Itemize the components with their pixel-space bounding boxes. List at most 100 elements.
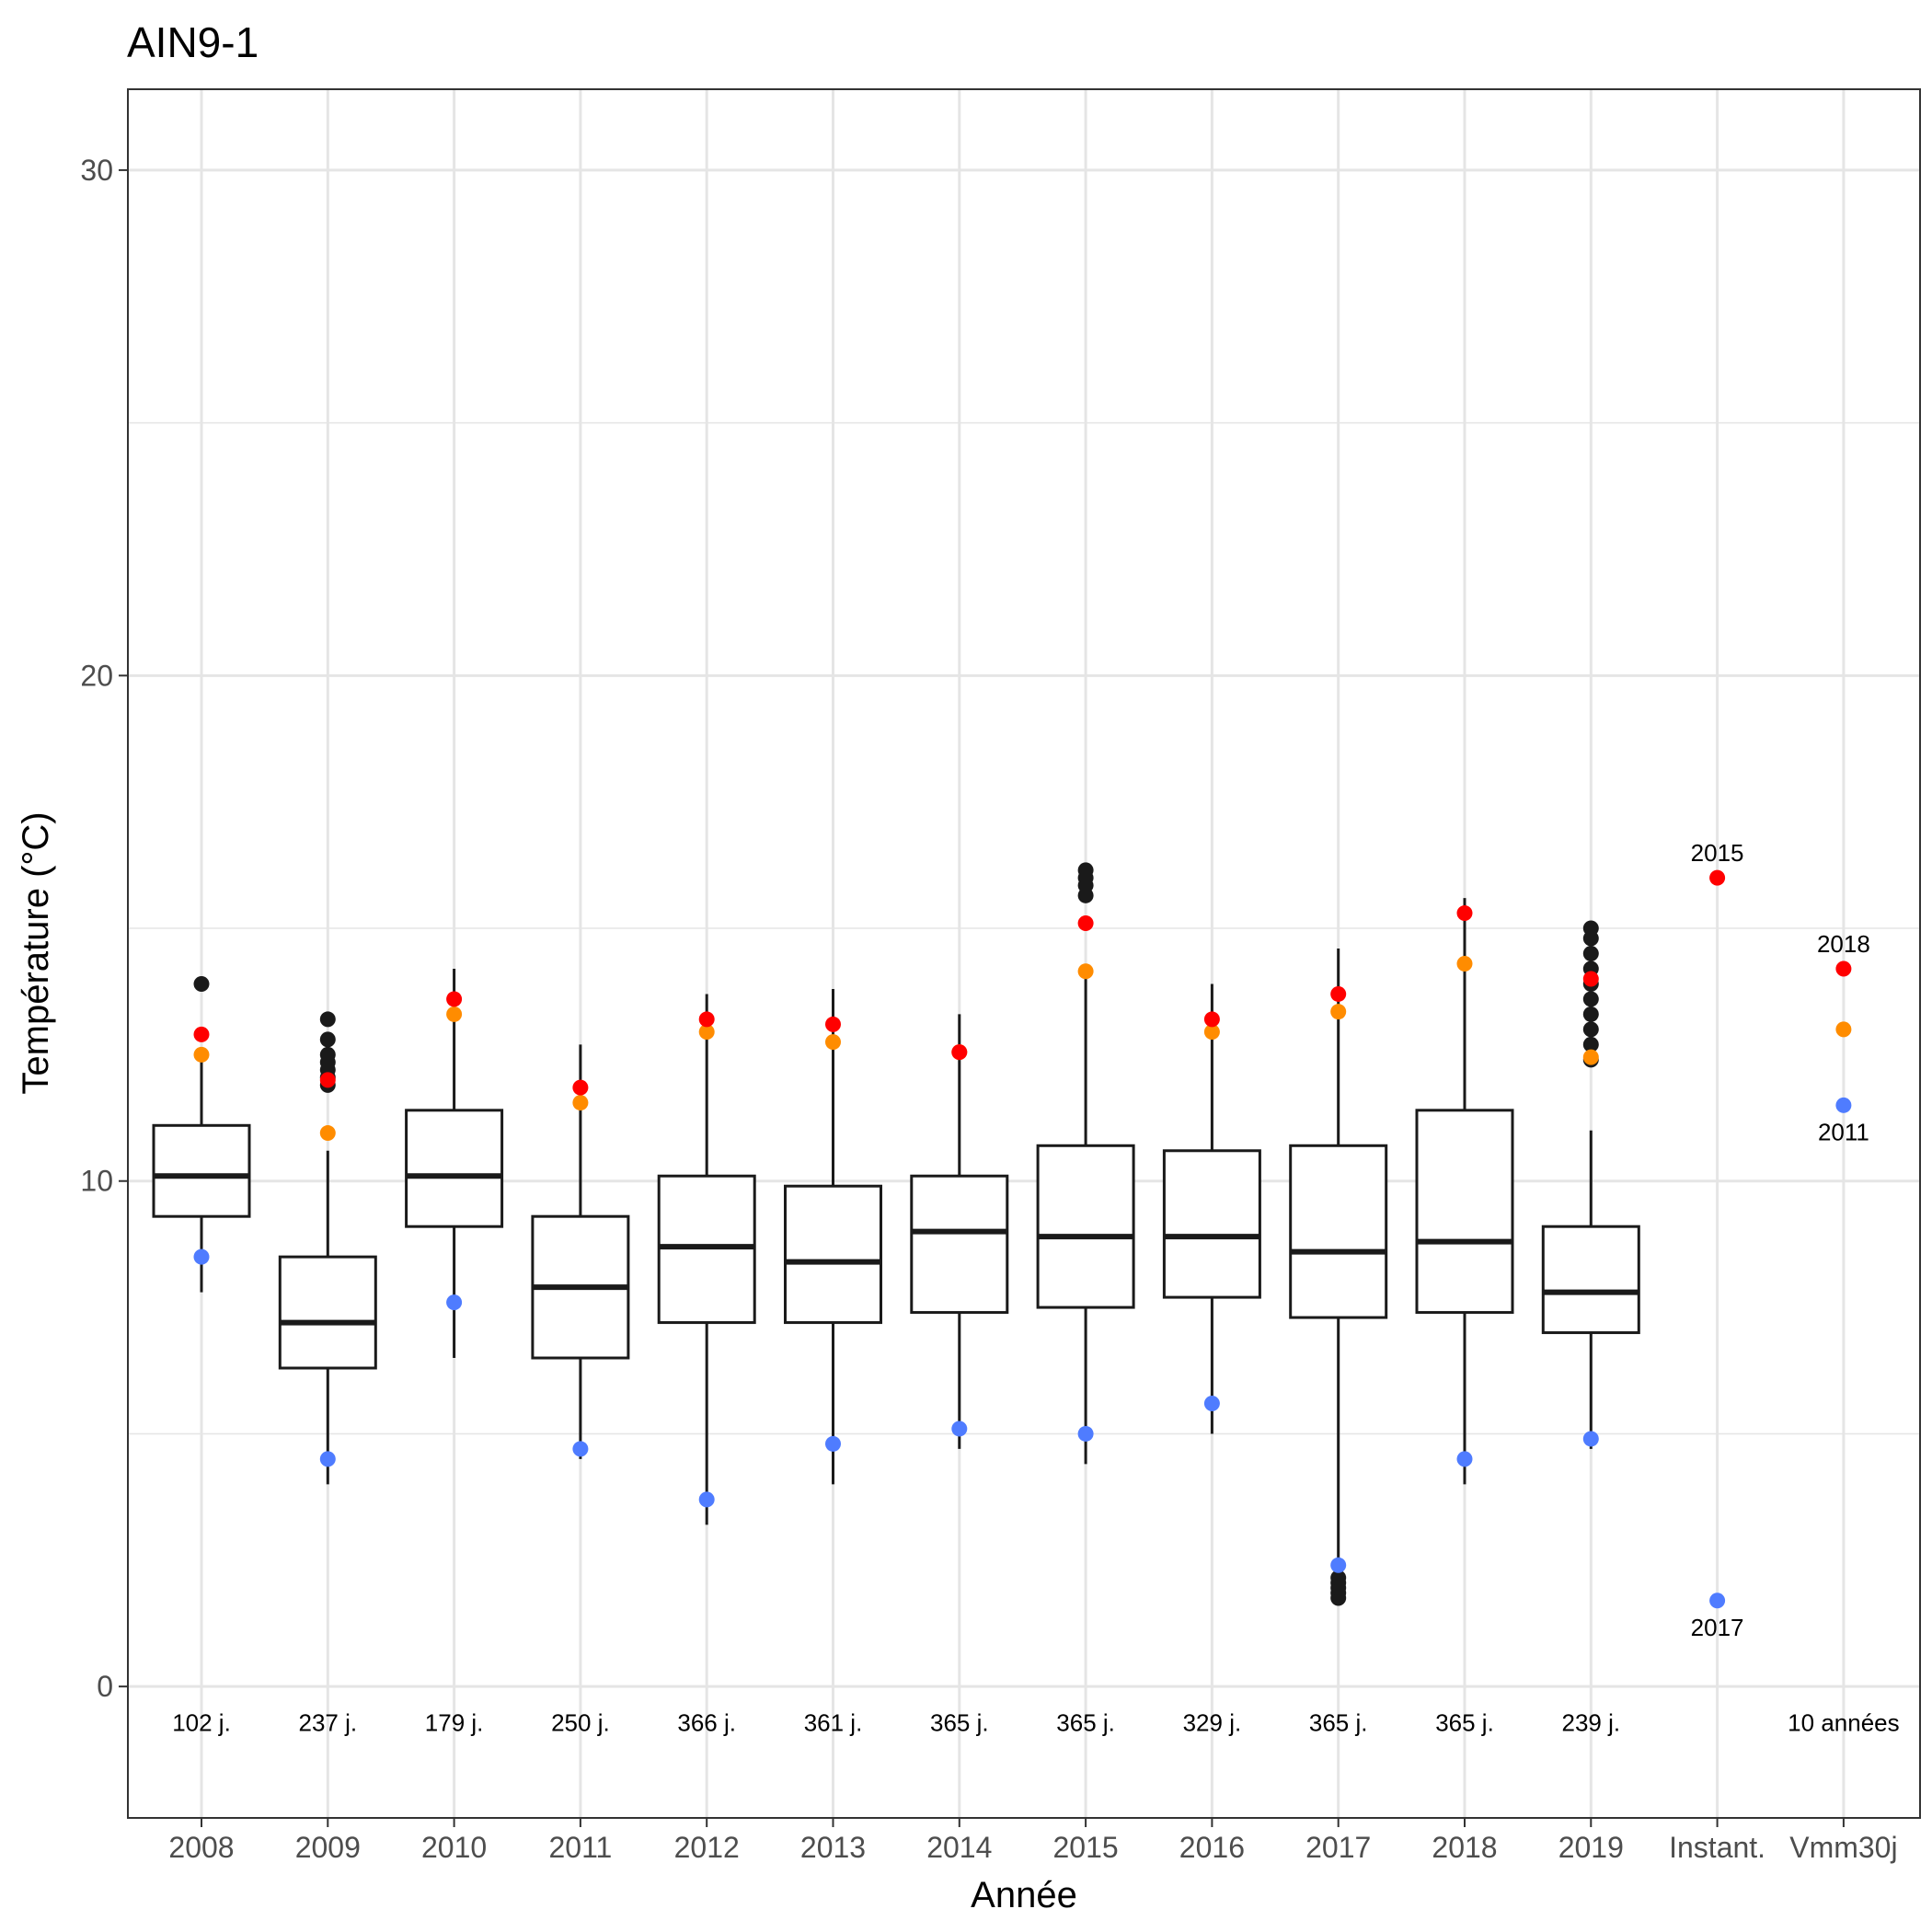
x-tick-label: 2019 (1558, 1831, 1624, 1864)
x-tick-label: 2012 (674, 1831, 740, 1864)
summary-min-point (1835, 1097, 1852, 1113)
outlier-point (319, 1046, 336, 1063)
x-tick-label: 2015 (1053, 1831, 1119, 1864)
mean-max-point (1330, 1004, 1347, 1020)
x-tick-label: 2013 (800, 1831, 866, 1864)
max-point (825, 1016, 841, 1032)
x-tick-label: 2016 (1179, 1831, 1245, 1864)
min-point (951, 1420, 968, 1437)
max-point (1077, 915, 1094, 932)
outlier-point (1582, 1021, 1599, 1038)
outlier-point (1582, 946, 1599, 961)
box-iqr (1541, 1225, 1640, 1335)
summary-min-year-label: 2017 (1691, 1614, 1744, 1641)
plot-panel-border (127, 88, 1921, 1819)
min-point (319, 1451, 336, 1467)
max-point (193, 1026, 210, 1042)
day-count-label: 329 j. (1183, 1709, 1242, 1737)
labels: 102 j. 237 j. 179 j. 250 j. 366 j. 361 j. 365 … (172, 839, 1899, 1737)
min-point (572, 1441, 589, 1457)
max-point (1203, 1011, 1220, 1028)
summary-min-point (1709, 1593, 1726, 1609)
x-tick-label: 2018 (1432, 1831, 1497, 1864)
mean-max-point (193, 1046, 210, 1063)
day-count-label: 179 j. (425, 1709, 484, 1737)
box-iqr (784, 1184, 882, 1325)
min-point (1456, 1451, 1473, 1467)
max-point (319, 1072, 336, 1088)
x-tick-label: Vmm30j (1789, 1831, 1897, 1864)
summary-max-point (1709, 869, 1726, 886)
outlier-point (1582, 1006, 1599, 1022)
mean-max-point (1203, 1024, 1220, 1041)
x-tick-label: 2014 (926, 1831, 992, 1864)
day-count-label: 366 j. (677, 1709, 736, 1737)
min-point (1582, 1431, 1599, 1447)
summary-min-year-label: 2011 (1818, 1118, 1869, 1145)
x-tick-label: Instant. (1669, 1831, 1765, 1864)
box-iqr (910, 1174, 1009, 1315)
min-point (1330, 1557, 1347, 1573)
max-point (1582, 971, 1599, 987)
min-point (193, 1248, 210, 1265)
box-iqr (152, 1123, 251, 1218)
day-count-label: 102 j. (172, 1709, 231, 1737)
x-tick-label: 2011 (548, 1831, 612, 1864)
x-tick-label: 2010 (421, 1831, 487, 1864)
day-count-label: 250 j. (551, 1709, 610, 1737)
box-iqr (1162, 1149, 1261, 1299)
day-count-label: 239 j. (1561, 1709, 1620, 1737)
day-count-label: 365 j. (1309, 1709, 1368, 1737)
outlier-point (1077, 862, 1094, 879)
max-point (572, 1079, 589, 1096)
mean-max-point (698, 1024, 715, 1041)
day-count-label: 361 j. (804, 1709, 863, 1737)
x-tick-label: 2017 (1305, 1831, 1371, 1864)
box-iqr (1036, 1144, 1135, 1309)
min-point (446, 1294, 463, 1311)
boxes (152, 898, 1640, 1586)
day-count-label: 365 j. (1056, 1709, 1115, 1737)
max-point (951, 1044, 968, 1061)
outlier-point (319, 1011, 336, 1028)
summary-max-year-label: 2018 (1817, 930, 1870, 958)
max-point (1330, 985, 1347, 1002)
day-count-label: 365 j. (930, 1709, 989, 1737)
mean-max-point (1077, 963, 1094, 980)
x-tick-label: 2008 (168, 1831, 234, 1864)
outlier-point (1330, 1570, 1347, 1586)
outlier-point (1582, 1036, 1599, 1052)
chart-title: AIN9-1 (127, 18, 259, 66)
min-point (1077, 1425, 1094, 1442)
min-point (825, 1435, 841, 1452)
day-count-label: 365 j. (1435, 1709, 1494, 1737)
axes: 0 10 20 30 2008 2009 2010 2011 2012 2013 2014 2015 2… (80, 154, 1897, 1864)
summary-max-year-label: 2015 (1691, 839, 1744, 867)
y-tick-label: 30 (80, 154, 113, 187)
mean-max-point (825, 1034, 841, 1051)
summary-max-point (1835, 960, 1852, 977)
day-count-label: 237 j. (298, 1709, 357, 1737)
mean-max-point (319, 1125, 336, 1142)
summary-mean-max-point (1835, 1021, 1852, 1038)
mean-max-point (1456, 955, 1473, 972)
y-tick-label: 10 (80, 1165, 113, 1198)
outlier-point (193, 975, 210, 992)
y-tick-label: 20 (80, 659, 113, 692)
mean-max-point (446, 1006, 463, 1022)
box-iqr (278, 1255, 377, 1370)
mean-max-point (1582, 1049, 1599, 1065)
min-point (698, 1491, 715, 1508)
points (193, 862, 1852, 1609)
outlier-point (319, 1031, 336, 1048)
mean-max-point (572, 1095, 589, 1111)
day-count-label: 10 années (1788, 1709, 1899, 1737)
outlier-point (1582, 920, 1599, 937)
max-point (446, 991, 463, 1007)
box-iqr (405, 1109, 504, 1228)
min-point (1203, 1395, 1220, 1411)
max-point (698, 1011, 715, 1028)
max-point (1456, 905, 1473, 922)
grid (128, 89, 1920, 1818)
